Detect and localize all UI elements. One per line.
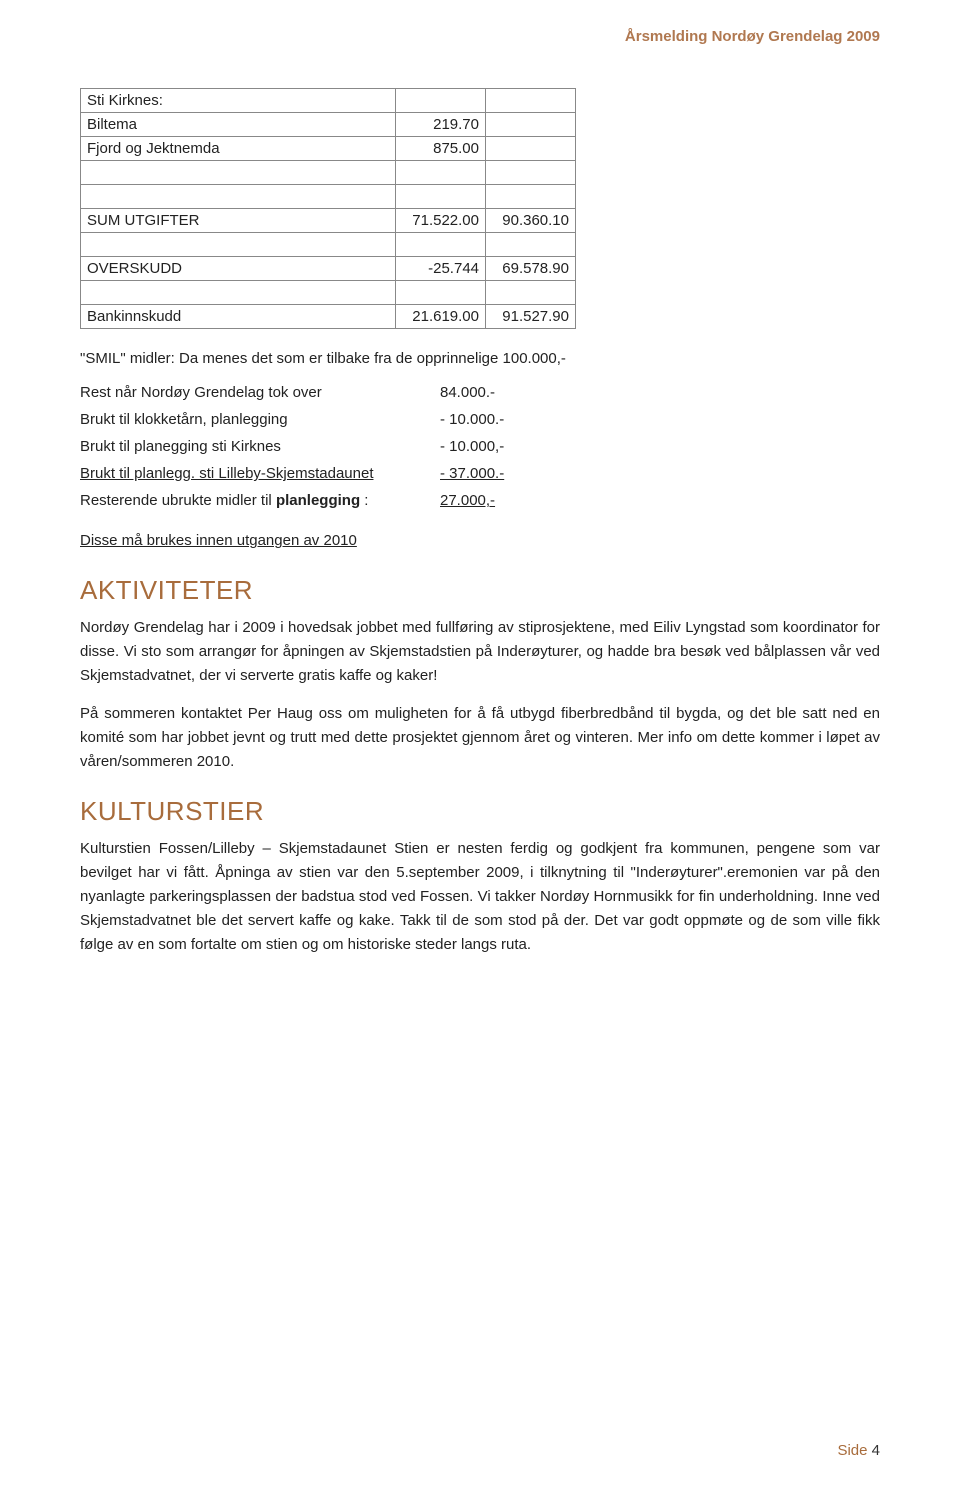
allocation-row: Brukt til klokketårn, planlegging- 10.00…	[80, 411, 880, 428]
table-row	[81, 161, 576, 185]
table-row: SUM UTGIFTER71.522.0090.360.10	[81, 209, 576, 233]
allocations-list: Rest når Nordøy Grendelag tok over84.000…	[80, 384, 880, 509]
smil-intro: "SMIL" midler: Da menes det som er tilba…	[80, 347, 880, 370]
section-heading-kulturstier: KULTURSTIER	[80, 796, 880, 827]
page-header: Årsmelding Nordøy Grendelag 2009	[625, 28, 880, 45]
allocation-row: Brukt til planegging sti Kirknes- 10.000…	[80, 438, 880, 455]
table-row: Fjord og Jektnemda875.00	[81, 137, 576, 161]
table-row	[81, 233, 576, 257]
page-footer: Side 4	[837, 1442, 880, 1459]
kulturstier-p1: Kulturstien Fossen/Lilleby – Skjemstadau…	[80, 837, 880, 957]
allocation-note: Disse må brukes innen utgangen av 2010	[80, 529, 880, 552]
aktiviteter-p1: Nordøy Grendelag har i 2009 i hovedsak j…	[80, 616, 880, 688]
allocation-row: Brukt til planlegg. sti Lilleby-Skjemsta…	[80, 465, 880, 482]
accounts-table: Sti Kirknes:Biltema219.70Fjord og Jektne…	[80, 88, 576, 329]
table-row: OVERSKUDD-25.74469.578.90	[81, 257, 576, 281]
section-heading-aktiviteter: AKTIVITETER	[80, 575, 880, 606]
table-row	[81, 185, 576, 209]
table-row	[81, 281, 576, 305]
table-row: Bankinnskudd21.619.0091.527.90	[81, 305, 576, 329]
table-row: Sti Kirknes:	[81, 89, 576, 113]
allocation-row: Resterende ubrukte midler til planleggin…	[80, 492, 880, 509]
footer-label: Side	[837, 1442, 867, 1459]
allocation-row: Rest når Nordøy Grendelag tok over84.000…	[80, 384, 880, 401]
footer-page-number: 4	[872, 1442, 880, 1459]
table-row: Biltema219.70	[81, 113, 576, 137]
aktiviteter-p2: På sommeren kontaktet Per Haug oss om mu…	[80, 702, 880, 774]
